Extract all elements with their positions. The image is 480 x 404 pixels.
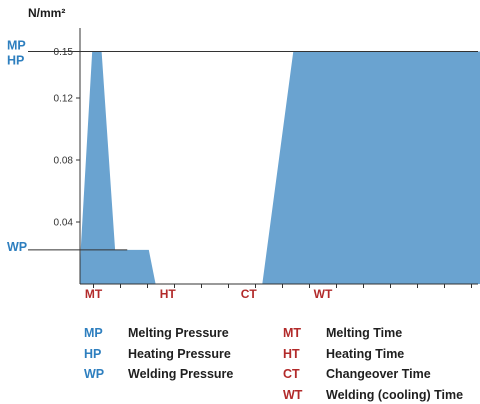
y-tick-label: 0.15 bbox=[54, 47, 74, 58]
legend-label: Heating Pressure bbox=[128, 346, 231, 361]
legend-code: WP bbox=[84, 367, 105, 381]
y-tick-label: 0.08 bbox=[54, 156, 74, 167]
legend-code: WT bbox=[283, 387, 303, 402]
legend-label: Melting Time bbox=[326, 326, 403, 340]
legend-label: Melting Pressure bbox=[128, 326, 229, 340]
pressure-label-mp: MP bbox=[7, 39, 26, 53]
y-tick-label: 0.12 bbox=[54, 94, 74, 105]
legend-label: Welding (cooling) Time bbox=[326, 387, 464, 402]
legend-label: Welding Pressure bbox=[128, 367, 234, 381]
legend-code: CT bbox=[283, 367, 300, 381]
x-tick-label-ct: CT bbox=[241, 287, 258, 300]
legend-code: MP bbox=[84, 326, 103, 340]
pressure-area bbox=[80, 51, 480, 284]
legend-code: MT bbox=[283, 326, 302, 340]
pressure-label-hp: HP bbox=[7, 54, 24, 68]
y-tick-label: 0.04 bbox=[54, 218, 74, 229]
legend-label: Heating Time bbox=[326, 346, 405, 361]
x-tick-label-mt: MT bbox=[85, 287, 103, 300]
legend-code: HT bbox=[283, 346, 300, 361]
x-tick-label-wt: WT bbox=[314, 287, 333, 300]
x-tick-label-ht: HT bbox=[160, 287, 177, 300]
y-axis-label: N/mm² bbox=[28, 6, 65, 20]
legend-code: HP bbox=[84, 346, 102, 361]
legend-label: Changeover Time bbox=[326, 367, 431, 381]
pressure-label-wp: WP bbox=[7, 240, 27, 254]
